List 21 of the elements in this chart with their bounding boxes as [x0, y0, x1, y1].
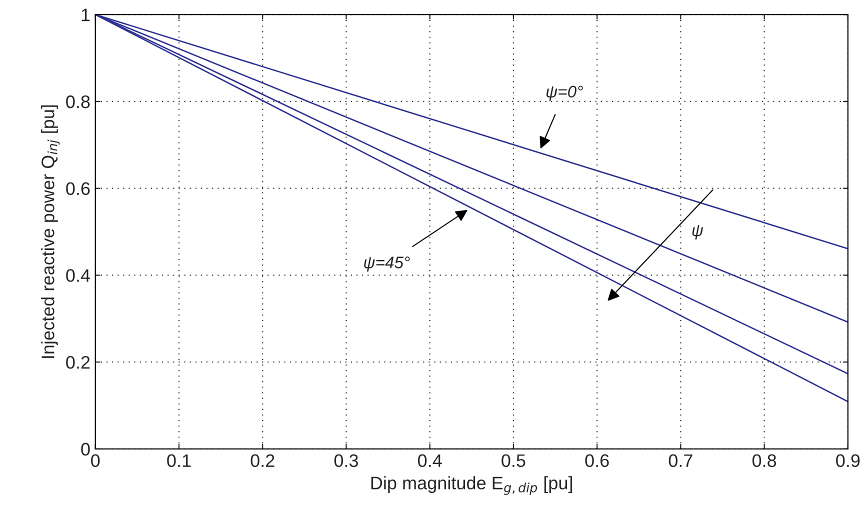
x-tick-label: 0.8 [752, 454, 776, 468]
annotation: ψ=45° [364, 256, 410, 272]
y-tick-label: 0.4 [66, 269, 90, 282]
annotation: ψ [692, 225, 704, 240]
y-tick-label: 0.6 [66, 182, 90, 196]
y-tick-label: 0.2 [66, 356, 90, 369]
x-tick-label: 0.1 [167, 454, 191, 468]
x-tick-label: 0.7 [668, 454, 692, 468]
x-tick-label: 0.9 [836, 454, 860, 468]
x-tick-label: 0.5 [502, 454, 526, 468]
x-tick-label: 0.6 [585, 454, 609, 468]
y-tick-label: 0.8 [66, 95, 90, 108]
x-tick-label: 0 [91, 454, 100, 468]
y-tick-label: 0 [81, 442, 90, 456]
x-tick-label: 0.3 [334, 454, 358, 468]
y-axis-title: Injected reactive power Q$_{inj}$ [pu] [41, 105, 60, 358]
x-tick-label: 0.2 [250, 454, 274, 468]
annotation: ψ=0° [546, 86, 583, 101]
y-tick-label: 1 [82, 8, 90, 22]
x-axis-title: Dip magnitude E$_{g,dip}$ [pu] [371, 476, 572, 495]
x-tick-label: 0.4 [418, 454, 442, 468]
